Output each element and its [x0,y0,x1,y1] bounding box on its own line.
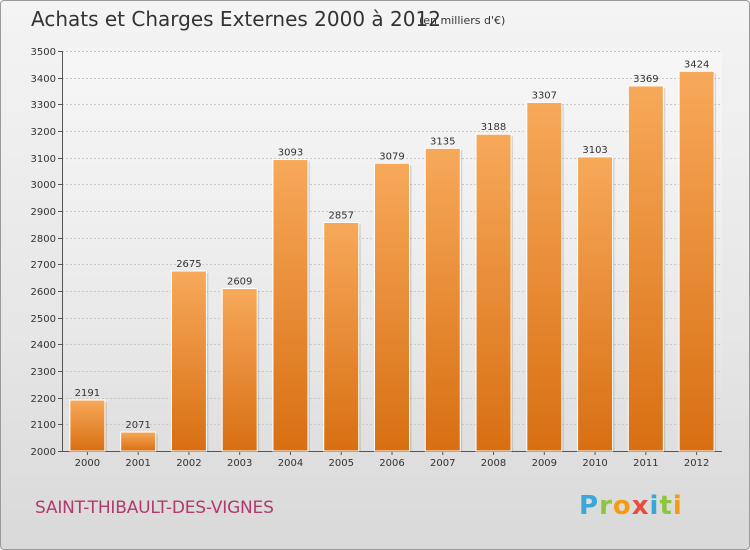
bar-value-label: 2191 [75,388,100,399]
bar-value-label: 2609 [227,277,252,288]
bar-2003 [221,288,258,452]
bar-value-label: 3424 [684,59,709,70]
y-tick-label: 2400 [31,340,56,351]
bars [69,70,717,452]
bar-value-label: 3188 [481,122,506,133]
logo-letter: i [649,491,660,521]
bar-2010 [577,156,614,452]
bar-2007 [424,147,461,452]
proxiti-logo: Proxiti [579,491,683,521]
y-tick-label: 3200 [31,127,56,138]
y-tick-label: 2700 [31,260,56,271]
bar-value-label: 2675 [176,259,201,270]
logo-letter: P [579,491,600,521]
y-tick-label: 2500 [31,314,56,325]
y-tick-label: 3000 [31,180,56,191]
x-tick-label: 2001 [125,458,150,469]
labels: 2000 2100 2200 2300 2400 2500 2600 2700 2800 2900… [31,47,710,469]
x-tick-label: 2012 [684,458,709,469]
y-tick-label: 2200 [31,394,56,405]
y-tick-label: 3100 [31,154,56,165]
bar-value-label: 3307 [532,90,557,101]
x-tick-label: 2004 [278,458,303,469]
bar-2004 [272,159,309,452]
y-tick-label: 2300 [31,367,56,378]
bar-2011 [627,85,664,452]
bar-value-label: 2071 [125,420,150,431]
logo-letter: o [612,491,632,521]
bar-2005 [323,221,360,452]
bar-value-label: 3369 [633,74,658,85]
x-tick-label: 2009 [532,458,557,469]
bar-2002 [170,270,207,452]
logo-letter: x [631,491,650,521]
x-tick-label: 2005 [329,458,354,469]
y-tick-label: 2900 [31,207,56,218]
bar-value-label: 3093 [278,148,303,159]
y-tick-label: 2000 [31,447,56,458]
bar-value-label: 3135 [430,136,455,147]
x-tick-label: 2002 [176,458,201,469]
y-tick-label: 2800 [31,234,56,245]
logo-letter: i [672,491,683,521]
x-tick-label: 2008 [481,458,506,469]
chart-title: Achats et Charges Externes 2000 à 2012 [31,7,441,31]
bar-2006 [374,162,410,452]
x-tick-label: 2007 [430,458,455,469]
bar-value-label: 3103 [582,145,607,156]
logo-letter: t [659,491,673,521]
bar-2012 [678,70,715,452]
x-tick-label: 2003 [227,458,252,469]
bar-2000 [69,399,106,452]
bar-2008 [475,133,512,452]
commune-name: SAINT-THIBAULT-DES-VIGNES [35,498,274,518]
x-tick-label: 2010 [582,458,607,469]
logo-letter: r [599,491,613,521]
chart-subtitle: (en milliers d'€) [419,14,506,27]
y-tick-label: 2600 [31,287,56,298]
y-tick-label: 3300 [31,100,56,111]
x-tick-label: 2011 [633,458,658,469]
bar-2001 [120,431,157,452]
bar-value-label: 3079 [379,151,404,162]
y-tick-label: 3400 [31,74,56,85]
y-tick-label: 2100 [31,420,56,431]
x-tick-label: 2006 [379,458,404,469]
x-tick-label: 2000 [75,458,100,469]
y-tick-label: 3500 [31,47,56,58]
bar-2009 [526,101,563,452]
bar-value-label: 2857 [329,210,354,221]
